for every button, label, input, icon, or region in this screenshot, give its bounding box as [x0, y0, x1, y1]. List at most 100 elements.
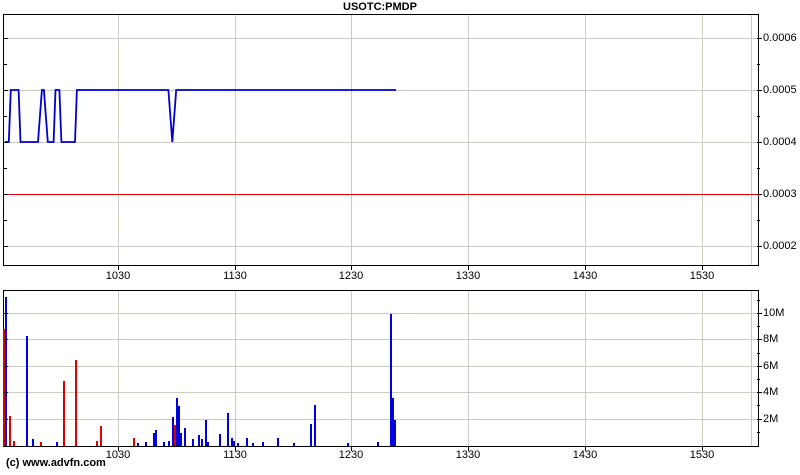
volume-bar: [184, 428, 186, 446]
volume-bar: [314, 405, 316, 446]
volume-bar: [178, 406, 180, 446]
y-axis-tick: [4, 339, 8, 340]
y-axis-tick: [757, 366, 762, 367]
volume-bar: [231, 438, 233, 446]
volume-pane: [3, 290, 759, 447]
x-axis-tick: [585, 266, 586, 270]
volume-bar: [262, 442, 264, 446]
volume-bar: [390, 314, 392, 446]
volume-bar: [153, 433, 155, 446]
gridline-vertical: [235, 15, 236, 265]
volume-bar: [172, 417, 174, 446]
x-axis-tick: [118, 266, 119, 270]
x-axis-tick: [585, 447, 586, 451]
gridline-horizontal: [4, 366, 758, 367]
y-axis-tick: [4, 419, 8, 420]
volume-bar: [207, 442, 209, 446]
y-axis-tick: [757, 220, 760, 221]
volume-y-label: 2M: [763, 413, 779, 425]
gridline-horizontal: [4, 142, 758, 143]
volume-bar: [176, 398, 178, 446]
volume-bar: [3, 329, 5, 446]
volume-x-label: 1130: [223, 449, 247, 461]
price-y-label: 0.0004: [763, 136, 797, 148]
y-axis-tick: [757, 168, 760, 169]
x-axis-tick: [118, 447, 119, 451]
y-axis-tick: [757, 116, 760, 117]
volume-y-label: 10M: [763, 307, 785, 319]
volume-bar: [75, 360, 77, 446]
y-axis-tick: [757, 432, 760, 433]
y-axis-tick: [4, 246, 8, 247]
x-axis-tick: [702, 447, 703, 451]
y-axis-tick: [4, 313, 8, 314]
volume-bar: [168, 441, 170, 446]
volume-bar: [205, 420, 207, 446]
y-axis-tick: [757, 194, 762, 195]
x-axis-tick: [351, 266, 352, 270]
volume-bar: [145, 442, 147, 446]
volume-x-label: 1030: [105, 449, 131, 461]
gridline-vertical: [702, 15, 703, 265]
gridline-vertical: [351, 15, 352, 265]
y-axis-tick: [757, 90, 762, 91]
volume-bar: [310, 424, 312, 446]
y-axis-tick: [4, 90, 8, 91]
volume-bar: [5, 297, 7, 446]
y-axis-tick: [757, 313, 762, 314]
gridline-vertical-edge: [751, 15, 752, 265]
y-axis-tick: [757, 300, 760, 301]
volume-bar: [201, 439, 203, 446]
volume-bar: [96, 441, 98, 446]
gridline-horizontal: [4, 313, 758, 314]
gridline-vertical: [351, 291, 352, 446]
volume-y-label: 4M: [763, 386, 779, 398]
x-axis-tick: [235, 266, 236, 270]
gridline-horizontal: [4, 392, 758, 393]
gridline-horizontal: [4, 419, 758, 420]
y-axis-tick: [4, 392, 8, 393]
x-axis-tick: [351, 447, 352, 451]
volume-bar: [227, 413, 229, 446]
volume-bar: [163, 442, 165, 446]
gridline-horizontal: [4, 246, 758, 247]
y-axis-tick: [4, 366, 8, 367]
y-axis-tick: [757, 142, 762, 143]
gridline-vertical: [235, 291, 236, 446]
volume-bar: [293, 443, 295, 446]
volume-x-label: 1230: [338, 449, 364, 461]
price-y-label: 0.0003: [763, 188, 797, 200]
y-axis-tick: [757, 64, 760, 65]
volume-y-label: 6M: [763, 360, 779, 372]
volume-bar: [394, 420, 396, 446]
gridline-vertical: [118, 291, 119, 446]
gridline-vertical: [468, 291, 469, 446]
volume-x-label: 1430: [572, 449, 598, 461]
price-x-label: 1430: [572, 270, 598, 282]
copyright-text: (c) www.advfn.com: [6, 457, 106, 469]
gridline-horizontal: [4, 38, 758, 39]
y-axis-tick: [4, 168, 7, 169]
volume-bar: [13, 441, 15, 446]
price-x-label: 1130: [223, 270, 247, 282]
y-axis-tick: [757, 38, 762, 39]
price-x-label: 1530: [689, 270, 715, 282]
volume-bar: [32, 439, 34, 446]
y-axis-tick: [4, 220, 7, 221]
volume-bar: [56, 442, 58, 446]
volume-bar: [174, 425, 176, 446]
price-y-label: 0.0005: [763, 84, 797, 96]
volume-bar: [198, 435, 200, 446]
price-line-layer: [4, 89, 397, 143]
volume-bar: [246, 438, 248, 446]
x-axis-tick: [468, 447, 469, 451]
y-axis-tick: [757, 419, 762, 420]
y-axis-tick: [757, 339, 762, 340]
volume-bar: [252, 443, 254, 446]
volume-bar: [237, 443, 239, 446]
y-axis-tick: [4, 142, 8, 143]
chart-title: USOTC:PMDP: [343, 1, 417, 13]
volume-bar: [100, 426, 102, 446]
volume-bar: [26, 336, 28, 446]
